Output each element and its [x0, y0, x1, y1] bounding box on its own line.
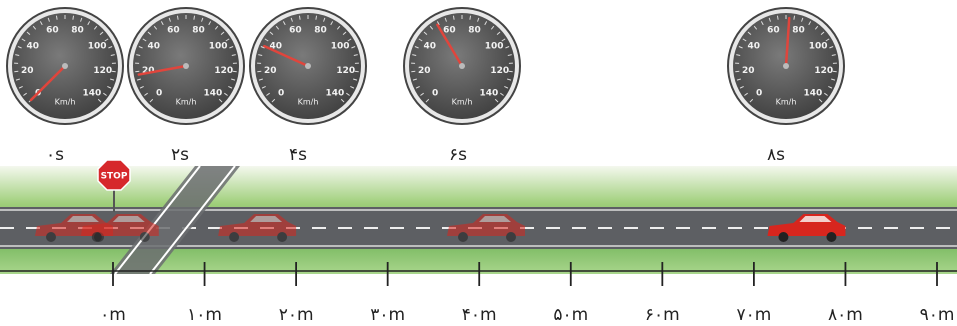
stop-text: STOP: [101, 172, 128, 182]
distance-label: ۶۰m: [645, 305, 680, 325]
wheel: [506, 232, 516, 242]
distance-label: ۳۰m: [370, 305, 405, 325]
dial-label: 120: [336, 66, 355, 76]
dial-label: 40: [27, 41, 40, 51]
dial-label: 60: [443, 26, 456, 36]
dial-tick: [470, 16, 471, 20]
wheel: [140, 232, 150, 242]
dial-unit: Km/h: [452, 98, 473, 107]
dial-unit: Km/h: [776, 98, 797, 107]
speedometer: 020406080100120140Km/h: [250, 8, 366, 124]
dial-label: 40: [424, 41, 437, 51]
dial-label: 0: [156, 88, 162, 98]
dial-unit: Km/h: [55, 98, 76, 107]
dial-label: 140: [479, 88, 498, 98]
dial-label: 60: [46, 26, 59, 36]
wheel: [458, 232, 468, 242]
speedometer: 0 20 40 60 80 100 120 140 Km/h: [404, 8, 520, 124]
needle-hub: [459, 63, 465, 69]
dial-tick: [777, 16, 778, 20]
dial-label: 0: [432, 88, 438, 98]
dial-label: 80: [71, 26, 84, 36]
needle-hub: [183, 63, 189, 69]
dial-tick: [194, 16, 195, 20]
dial-tick: [177, 16, 178, 20]
speedometer: 0 20 40 60 80 100 120 140 Km/h: [728, 8, 844, 124]
distance-label: ۹۰m: [920, 305, 955, 325]
dial-label: 80: [314, 26, 327, 36]
wheel: [46, 232, 56, 242]
dial-label: 100: [88, 41, 107, 51]
dial-tick: [316, 16, 317, 20]
time-label: ۶s: [449, 145, 467, 165]
dial-label: 100: [209, 41, 228, 51]
distance-label: ۵۰m: [553, 305, 588, 325]
distance-label: ۷۰m: [736, 305, 771, 325]
needle-hub: [305, 63, 311, 69]
dial-label: 80: [192, 26, 205, 36]
dial-label: 40: [148, 41, 161, 51]
dial-tick: [299, 16, 300, 20]
dial-label: 120: [214, 66, 233, 76]
dial-label: 20: [418, 66, 431, 76]
dial-label: 140: [325, 88, 344, 98]
time-label: ۰s: [46, 145, 64, 165]
distance-label: ۲۰m: [279, 305, 314, 325]
wheel: [277, 232, 287, 242]
distance-label: ۸۰m: [828, 305, 863, 325]
dial-tick: [794, 16, 795, 20]
dial-label: 80: [792, 26, 805, 36]
distance-label: ۴۰m: [462, 305, 497, 325]
dial-label: 80: [468, 26, 481, 36]
scene: STOP ۰m ۱۰m ۲۰m ۳۰m ۴۰m ۵۰m ۶۰m ۷۰m ۸۰m ۹۰m 0 20 40 6…: [0, 0, 957, 326]
dial-tick: [56, 16, 57, 20]
wheel: [229, 232, 239, 242]
distance-label: ۰m: [100, 305, 126, 325]
dial-label: 60: [289, 26, 302, 36]
dial-label: 100: [331, 41, 350, 51]
dial-label: 140: [203, 88, 222, 98]
dial-label: 120: [93, 66, 112, 76]
needle-hub: [62, 63, 68, 69]
dial-label: 60: [767, 26, 780, 36]
dial-label: 140: [82, 88, 101, 98]
dial-label: 60: [167, 26, 180, 36]
dial-unit: Km/h: [176, 98, 197, 107]
wheel: [778, 232, 788, 242]
dial-label: 20: [264, 66, 277, 76]
dial-unit: Km/h: [298, 98, 319, 107]
time-label: ۲s: [171, 145, 189, 165]
distance-label: ۱۰m: [187, 305, 222, 325]
dial-label: 100: [809, 41, 828, 51]
dial-label: 20: [742, 66, 755, 76]
dial-label: 0: [756, 88, 762, 98]
dial-tick: [73, 16, 74, 20]
needle-hub: [783, 63, 789, 69]
dial-label: 140: [803, 88, 822, 98]
wheel: [826, 232, 836, 242]
time-label: ۴s: [289, 145, 307, 165]
dial-tick: [453, 16, 454, 20]
dial-label: 120: [490, 66, 509, 76]
dial-label: 100: [485, 41, 504, 51]
dial-label: 20: [21, 66, 34, 76]
dial-label: 0: [278, 88, 284, 98]
dial-label: 40: [748, 41, 761, 51]
time-label: ۸s: [767, 145, 785, 165]
wheel: [92, 232, 102, 242]
dial-label: 120: [814, 66, 833, 76]
